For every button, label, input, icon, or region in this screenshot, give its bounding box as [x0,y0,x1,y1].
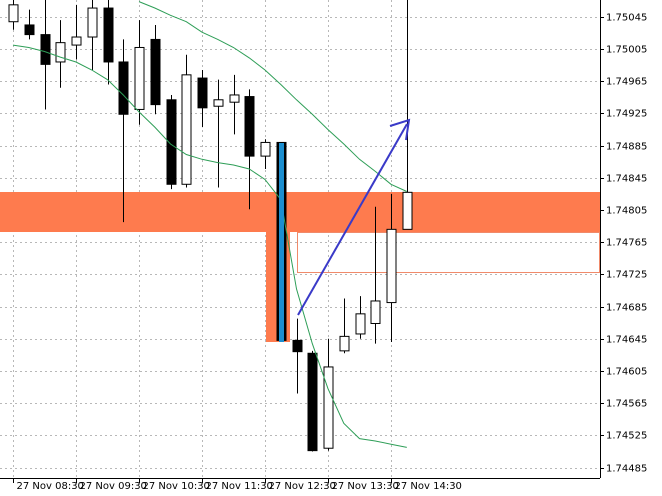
candle-body [55,42,66,63]
candle-body [118,61,129,115]
zone-outline [297,232,600,273]
x-tick-label: 27 Nov 11:30 [206,481,273,492]
x-tick-label: 27 Nov 10:30 [143,481,210,492]
candle-body [150,38,161,106]
candle-body [260,141,271,157]
candle-body [181,74,192,185]
candle-body [103,7,114,63]
zone [0,192,600,232]
candle-body [8,4,19,23]
candle-body [229,94,240,103]
candle-body [24,24,35,36]
candle-body [40,34,51,65]
x-tick-label: 27 Nov 08:30 [17,481,84,492]
grid [0,0,600,478]
x-tick-label: 27 Nov 14:30 [395,481,462,492]
candle-body [87,7,98,38]
y-tick-label: 1.75005 [606,45,647,56]
plot [8,0,413,452]
moving-average [138,1,408,192]
y-tick-label: 1.74885 [606,142,647,153]
candle-body [71,36,82,46]
candle-body [134,46,145,110]
x-tick-label: 27 Nov 13:30 [332,481,399,492]
candle-body [355,313,366,335]
y-tick-label: 1.74765 [606,238,647,249]
x-tick-label: 27 Nov 12:30 [269,481,336,492]
candle-body [244,96,255,157]
arrow-head [389,118,411,141]
highlight [279,143,284,342]
candle-body [339,335,350,352]
candle-body [197,77,208,109]
candle-body [386,228,397,304]
y-tick-label: 1.74845 [606,174,647,185]
candle-body [292,339,303,353]
x-tick-label: 27 Nov 09:30 [80,481,147,492]
moving-average [12,44,407,448]
y-tick-label: 1.74525 [606,431,647,442]
candle-body [213,99,224,107]
arrow [297,123,408,316]
y-tick-label: 1.75045 [606,13,647,24]
candle-body [370,300,381,324]
y-tick-label: 1.74805 [606,206,647,217]
y-tick-label: 1.74925 [606,109,647,120]
y-tick-label: 1.74605 [606,367,647,378]
candle-body [166,99,177,185]
y-tick-label: 1.74645 [606,335,647,346]
y-tick-label: 1.74685 [606,303,647,314]
y-tick-label: 1.74485 [606,464,647,475]
y-tick-label: 1.74965 [606,77,647,88]
candle-body [323,366,334,449]
axes: 1.74485 1.74525 1.74565 1.74605 1.74645 1.746… [13,13,647,492]
candle-body [307,352,318,452]
y-tick-label: 1.74565 [606,399,647,410]
y-tick-label: 1.74725 [606,270,647,281]
candle-body [402,191,413,230]
